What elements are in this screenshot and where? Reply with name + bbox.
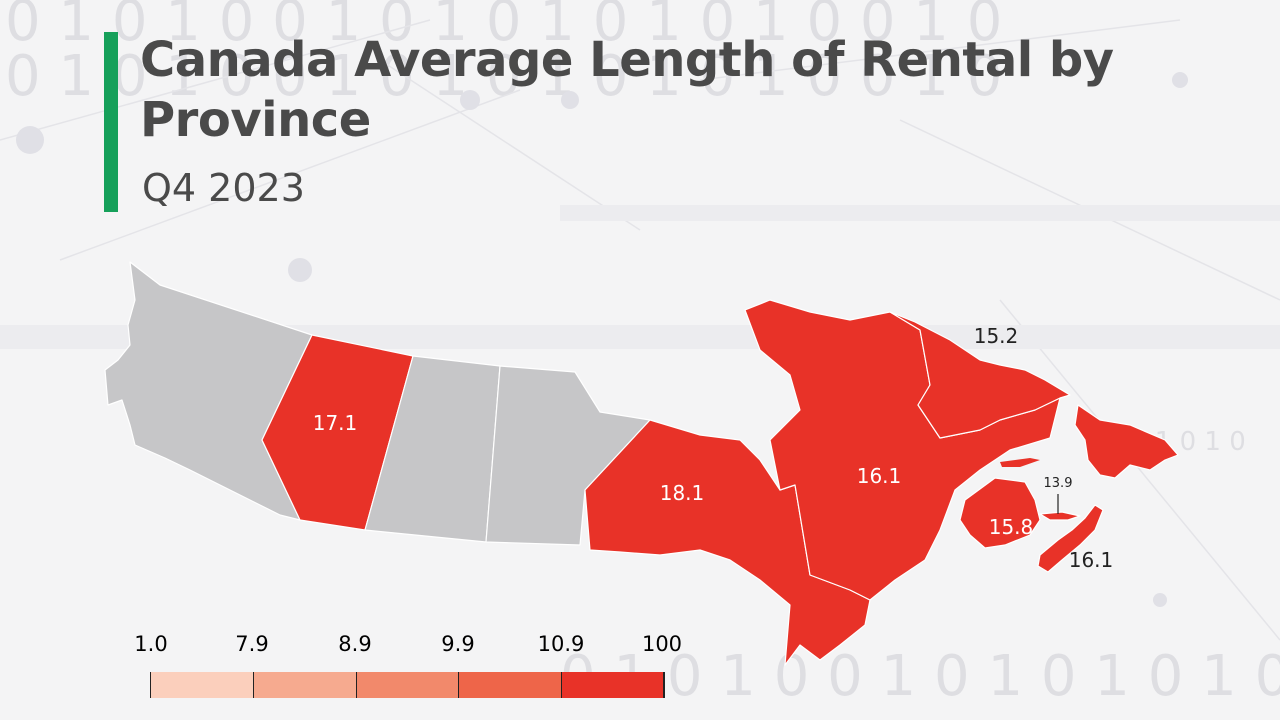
legend-tick-5: 100 [641, 632, 683, 656]
value-label-newfoundland-labrador: 15.2 [974, 324, 1019, 348]
region-new-brunswick [959, 477, 1041, 549]
region-nova-scotia [1037, 504, 1104, 573]
legend-tick-3: 9.9 [441, 632, 475, 656]
title-accent-bar [104, 32, 118, 212]
legend-tick-2: 8.9 [338, 632, 372, 656]
legend-tick-0: 1.0 [134, 632, 168, 656]
value-label-new-brunswick: 15.8 [989, 515, 1034, 539]
value-label-ontario: 18.1 [660, 481, 705, 505]
page-title: Canada Average Length of Rental by Provi… [140, 32, 1114, 148]
value-label-alberta: 17.1 [313, 411, 358, 435]
region-newfoundland-labrador [889, 311, 1179, 479]
legend-swatch-4 [561, 672, 664, 698]
region-alberta [261, 334, 414, 531]
legend-swatch-0 [150, 672, 253, 698]
legend-swatch-2 [355, 672, 459, 698]
legend-swatch-1 [252, 672, 356, 698]
region-british-columbia [104, 261, 313, 521]
value-label-prince-edward-island: 13.9 [1044, 476, 1073, 491]
region-ontario [584, 419, 871, 666]
page-subtitle: Q4 2023 [142, 166, 305, 210]
background-digit-row: 0 1 0 1 0 0 1 0 1 0 1 0 1 0 1 0 0 1 0 [5, 44, 1002, 109]
background-digit-row: 0 1 0 1 0 0 1 0 1 0 1 0 1 0 1 0 0 1 0 [560, 644, 1280, 709]
value-label-quebec: 16.1 [857, 464, 902, 488]
legend-tick-4: 10.9 [537, 632, 585, 656]
legend-color-scale [150, 672, 664, 698]
legend-swatch-3 [458, 672, 562, 698]
legend-end-tick [663, 672, 665, 698]
background-digit-row: 0 1 0 1 0 0 1 0 1 0 1 0 1 0 1 0 0 1 0 [5, 0, 1002, 54]
region-prince-edward-island [1039, 511, 1081, 521]
legend-tick-1: 7.9 [235, 632, 269, 656]
value-label-nova-scotia: 16.1 [1069, 548, 1114, 572]
island-anticosti [1000, 458, 1040, 467]
